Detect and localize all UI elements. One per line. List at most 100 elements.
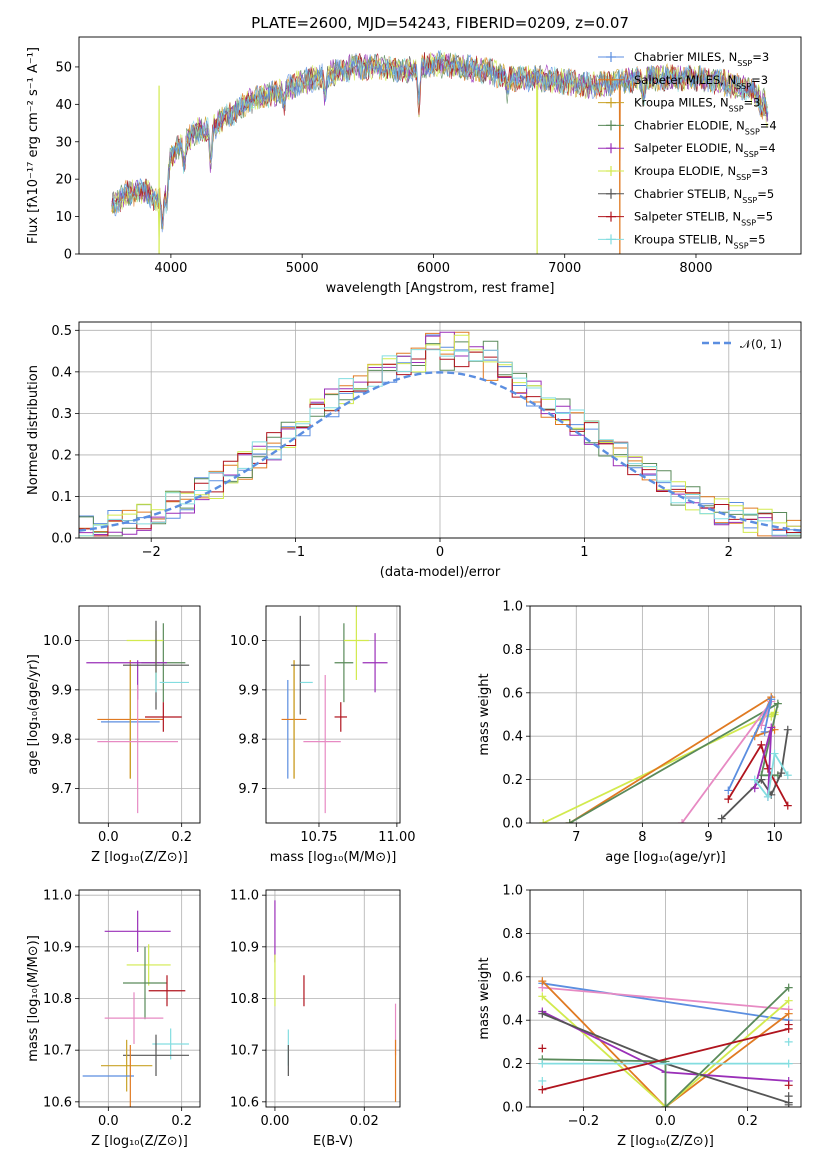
x-tick-label: 0.0 [655,1114,676,1129]
plot-area [86,620,189,814]
x-tick-label: 8000 [679,261,712,276]
x-tick-label: 10.75 [300,830,337,845]
marker-plus [538,1059,547,1068]
y-tick-label: 10.8 [43,992,72,1007]
marker-plus [606,211,616,222]
y-tick-label: 10.7 [230,1044,259,1059]
x-tick-label: −2 [142,545,161,560]
marker-plus [538,1044,547,1053]
marker-plus [784,996,793,1005]
legend-entry: Chabrier ELODIE, NSSP=4 [634,118,777,136]
legend-entry: Salpeter ELODIE, NSSP=4 [634,141,776,159]
x-tick-label: 0.2 [171,830,192,845]
legend-entry: Chabrier STELIB, NSSP=5 [634,187,774,205]
marker-plus [783,801,792,810]
marker-plus [724,786,733,795]
y-tick-label: 10.6 [230,1095,259,1110]
marker-plus [763,764,772,773]
marker-plus [784,1009,793,1018]
marker-plus [606,234,616,245]
histogram-step [79,331,801,537]
marker-plus [538,992,547,1001]
y-tick-label: 0.2 [502,1057,523,1072]
marker-plus [538,1085,547,1094]
marker-plus [783,771,792,780]
y-tick-label: 0.3 [51,407,72,422]
y-tick-label: 11.0 [43,889,72,904]
marker-plus [661,1103,670,1107]
x-tick-label: 0.0 [98,830,119,845]
x-tick-label: 11.00 [378,830,415,845]
y-tick-label: 40 [55,98,72,113]
marker-plus [606,166,616,176]
y-tick-label: 1.0 [502,600,523,615]
series-line [727,742,789,807]
x-axis-label: (data-model)/error [380,565,501,580]
legend-entry: Salpeter MILES, NSSP=3 [634,73,768,91]
x-tick-label: 0.2 [737,1114,758,1129]
x-tick-label: 8 [638,830,646,845]
marker-plus [757,740,766,749]
y-tick-label: 9.7 [238,782,259,797]
series-line [753,751,789,800]
y-tick-label: 10.0 [43,634,72,649]
legend-entry: Kroupa MILES, NSSP=3 [634,96,760,114]
marker-plus [783,725,792,734]
marker-plus [767,723,776,732]
x-axis-label: Z [log₁₀(Z/Z⊙)] [91,850,188,865]
y-tick-label: 0.2 [51,448,72,463]
x-axis-label: mass [log₁₀(M/M⊙)] [270,850,397,865]
series-line [541,995,790,1107]
axes-frame [78,889,201,1108]
axes-frame [78,36,802,255]
marker-plus [784,1092,793,1101]
y-tick-label: 10.7 [43,1044,72,1059]
gaussian-curve [79,371,801,532]
histogram-step [79,349,801,537]
plot-area [82,910,189,1107]
axes-frame [529,889,802,1108]
x-tick-label: 9 [704,830,712,845]
x-axis-label: wavelength [Angstrom, rest frame] [326,281,555,296]
y-tick-label: 30 [55,135,72,150]
y-tick-label: 0.8 [502,643,523,658]
plot-area [539,693,792,823]
panel-age_vs_Z: 0.0 0.2 9.7 9.8 9.9 10.0 Z [log₁₀(Z/Z⊙)] age [l… [26,605,201,865]
legend-entry: Kroupa STELIB, NSSP=5 [634,232,765,250]
panel-spectrum: 4000 5000 6000 7000 8000 0 10 20 30 40 50 wavelengt… [26,36,802,296]
y-tick-label: 10.6 [43,1095,72,1110]
y-tick-label: 0.0 [502,817,523,832]
series-line [542,986,789,1011]
plot-area [79,331,801,537]
y-tick-label: 9.9 [51,683,72,698]
y-tick-label: 0.4 [502,730,523,745]
legend-entry: Salpeter STELIB, NSSP=5 [634,210,773,228]
x-axis-label: age [log₁₀(age/yr)] [605,850,726,865]
y-tick-label: 10.0 [230,634,259,649]
x-tick-label: 10 [766,830,783,845]
marker-plus [606,188,616,199]
x-tick-label: 1 [580,545,588,560]
y-tick-label: 10.9 [43,940,72,955]
marker-plus [606,143,616,154]
series-line [541,980,790,1107]
y-tick-label: 50 [55,60,72,75]
axes-frame [78,605,201,824]
marker-plus [606,74,616,85]
x-tick-label: 7 [572,830,580,845]
marker-plus [539,819,548,823]
spectrum-line [111,50,769,233]
y-axis-label: Normed distribution [26,365,41,495]
series-line [569,701,780,823]
panel-residuals: −2 −1 0 1 2 0.0 0.1 0.2 0.3 0.4 0.5 (data-model)/er… [26,321,802,580]
marker-plus [784,1100,793,1107]
y-tick-label: 10 [55,210,72,225]
marker-plus [538,1076,547,1085]
panel-mass_weight_vs_Z: −0.2 0.0 0.2 0.0 0.2 0.4 0.6 0.8 1.0 Z [log₁₀(Z/Z… [477,884,802,1149]
x-tick-label: 0.00 [260,1114,289,1129]
x-tick-label: 0.02 [350,1114,379,1129]
axes-frame [529,605,802,824]
marker-plus [784,1081,793,1090]
y-tick-label: 0.0 [51,532,72,547]
